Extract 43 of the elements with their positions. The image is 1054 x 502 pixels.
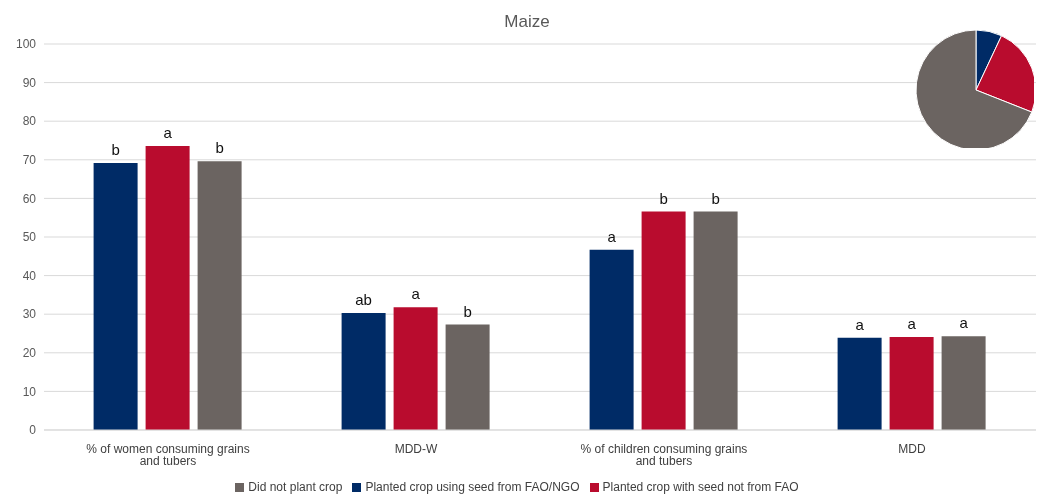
y-tick-label: 0 xyxy=(29,423,37,438)
chart-title: Maize xyxy=(503,11,551,33)
y-tick-label: 60 xyxy=(22,191,37,206)
bar xyxy=(197,161,242,430)
data-label: a xyxy=(411,285,421,303)
bar xyxy=(93,162,138,430)
y-tick-label: 80 xyxy=(22,114,37,129)
bar xyxy=(837,337,882,430)
bar xyxy=(145,145,190,430)
data-label: b xyxy=(711,189,720,207)
x-tick-label: % of children consuming grains and tubers xyxy=(580,441,748,468)
data-label: a xyxy=(163,123,173,141)
bar xyxy=(445,324,490,430)
y-tick-label: 100 xyxy=(15,37,37,52)
bar xyxy=(889,336,934,430)
bar xyxy=(693,211,738,430)
x-tick-label: MDD-W xyxy=(394,441,438,456)
data-label: b xyxy=(215,139,224,157)
bar xyxy=(941,336,986,430)
y-tick-label: 50 xyxy=(22,230,37,245)
y-tick-label: 70 xyxy=(22,153,37,168)
data-label: b xyxy=(111,140,120,158)
data-label: a xyxy=(855,315,865,333)
bar xyxy=(393,307,438,430)
data-label: b xyxy=(659,189,668,207)
data-label: ab xyxy=(355,291,372,309)
y-tick-label: 30 xyxy=(22,307,37,322)
y-tick-label: 40 xyxy=(22,268,37,283)
data-label: b xyxy=(463,302,472,320)
x-tick-label: % of women consuming grains and tubers xyxy=(86,441,250,468)
legend-label: Did not plant crop xyxy=(248,480,343,494)
y-tick-label: 20 xyxy=(22,346,37,361)
bar xyxy=(589,249,634,430)
bar xyxy=(641,211,686,430)
data-label: a xyxy=(907,314,917,332)
bar xyxy=(341,313,386,430)
y-tick-label: 10 xyxy=(22,384,37,399)
x-tick-label: MDD xyxy=(898,441,926,456)
data-label: a xyxy=(607,227,617,245)
y-tick-label: 90 xyxy=(22,75,37,90)
legend-label: Planted crop with seed not from FAO xyxy=(602,480,799,494)
data-label: a xyxy=(959,314,969,332)
legend-label: Planted crop using seed from FAO/NGO xyxy=(365,480,580,494)
